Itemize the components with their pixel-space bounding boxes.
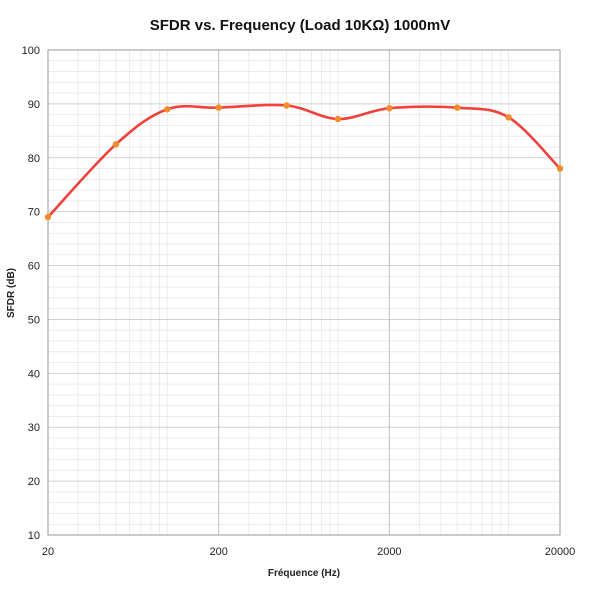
- y-tick-label: 60: [28, 261, 40, 273]
- data-point: [215, 104, 222, 111]
- y-tick-label: 20: [28, 476, 40, 488]
- y-tick-label: 70: [28, 207, 40, 219]
- data-point: [386, 105, 393, 112]
- data-point: [505, 114, 512, 121]
- x-tick-label: 200: [209, 546, 227, 558]
- y-tick-label: 90: [28, 99, 40, 111]
- grid-layer: [47, 49, 561, 536]
- y-axis-label: SFDR (dB): [6, 268, 17, 318]
- x-tick-label: 20: [42, 546, 54, 558]
- data-point: [112, 141, 120, 148]
- x-axis-ticks: 20 200 2000 20000: [42, 546, 575, 558]
- series-line: [46, 103, 562, 219]
- y-axis-ticks: 10 20 30 40 50 60 70 80 90 100: [22, 45, 40, 542]
- x-axis-label: Fréquence (Hz): [268, 568, 340, 579]
- x-tick-label: 2000: [377, 546, 401, 558]
- plot-area: [47, 49, 561, 536]
- data-point: [556, 165, 564, 172]
- data-point: [454, 104, 461, 111]
- y-tick-label: 100: [22, 45, 40, 57]
- y-tick-label: 80: [28, 153, 40, 165]
- chart-title: SFDR vs. Frequency (Load 10KΩ) 1000mV: [150, 17, 450, 34]
- data-point: [334, 115, 342, 123]
- y-tick-label: 40: [28, 368, 40, 380]
- series-layer: [44, 102, 564, 221]
- data-point: [164, 106, 171, 113]
- x-tick-label: 20000: [545, 546, 576, 558]
- data-point: [44, 213, 52, 221]
- y-tick-label: 10: [28, 530, 40, 542]
- data-point: [283, 102, 290, 109]
- y-tick-label: 50: [28, 314, 40, 326]
- y-tick-label: 30: [28, 422, 40, 434]
